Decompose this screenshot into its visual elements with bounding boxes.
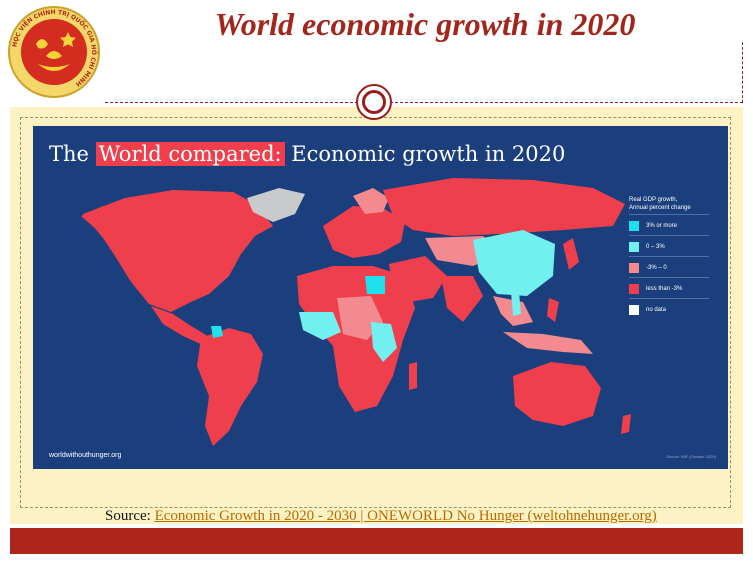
map-title: The World compared: Economic growth in 2…: [49, 142, 566, 166]
source-link[interactable]: Economic Growth in 2020 - 2030 | ONEWORL…: [154, 508, 657, 524]
australia-region: [513, 362, 601, 426]
japan-region: [563, 238, 579, 270]
new-zealand-region: [621, 414, 631, 434]
footer-bar: [10, 528, 743, 554]
russia-region: [383, 178, 625, 236]
legend-item-no-data: no data: [629, 302, 724, 317]
alaska-region: [81, 206, 127, 230]
legend-item-less-than-minus3: less than -3%: [629, 281, 724, 296]
map-legend: Real GDP growth, Annual percent change 3…: [629, 196, 724, 317]
india-region: [441, 276, 483, 322]
china-region: [473, 230, 555, 296]
academy-logo: HỌC VIỆN CHÍNH TRỊ QUỐC GIA HỒ CHÍ MINH: [8, 6, 100, 98]
central-africa-region: [337, 296, 383, 340]
philippines-region: [547, 298, 559, 322]
legend-title-line1: Real GDP growth,: [629, 197, 678, 203]
legend-item-3-or-more: 3% or more: [629, 218, 724, 233]
frame-border-right: [742, 42, 744, 103]
west-africa-growth-region: [299, 312, 341, 340]
source-line: Source: Economic Growth in 2020 - 2030 |…: [105, 508, 657, 525]
madagascar-region: [409, 362, 417, 390]
map-credit: Source: IMF (October 2020): [666, 454, 716, 459]
europe-region: [323, 206, 405, 258]
south-america-region: [197, 328, 263, 446]
map-watermark: worldwithouthunger.org: [49, 452, 122, 459]
scandinavia-region: [353, 188, 389, 214]
legend-title-line2: Annual percent change: [629, 205, 691, 211]
frame-border-top: [105, 102, 743, 104]
central-america-region: [151, 306, 211, 346]
indonesia-region: [503, 332, 593, 354]
world-map: [81, 178, 631, 446]
legend-item-minus3-to-0: -3% – 0: [629, 260, 724, 275]
north-america-region: [83, 190, 273, 312]
middle-east-region: [389, 256, 447, 302]
egypt-region: [365, 276, 385, 294]
east-africa-growth-region: [371, 322, 397, 362]
guyana-region: [211, 326, 223, 338]
source-prefix: Source:: [105, 508, 155, 524]
world-map-figure: The World compared: Economic growth in 2…: [33, 126, 728, 469]
greenland-region: [247, 188, 305, 222]
legend-item-0-to-3: 0 – 3%: [629, 239, 724, 254]
circle-ornament: [356, 84, 392, 120]
africa-region: [297, 266, 415, 412]
vietnam-region: [511, 292, 521, 316]
slide-title: World economic growth in 2020: [214, 6, 636, 42]
